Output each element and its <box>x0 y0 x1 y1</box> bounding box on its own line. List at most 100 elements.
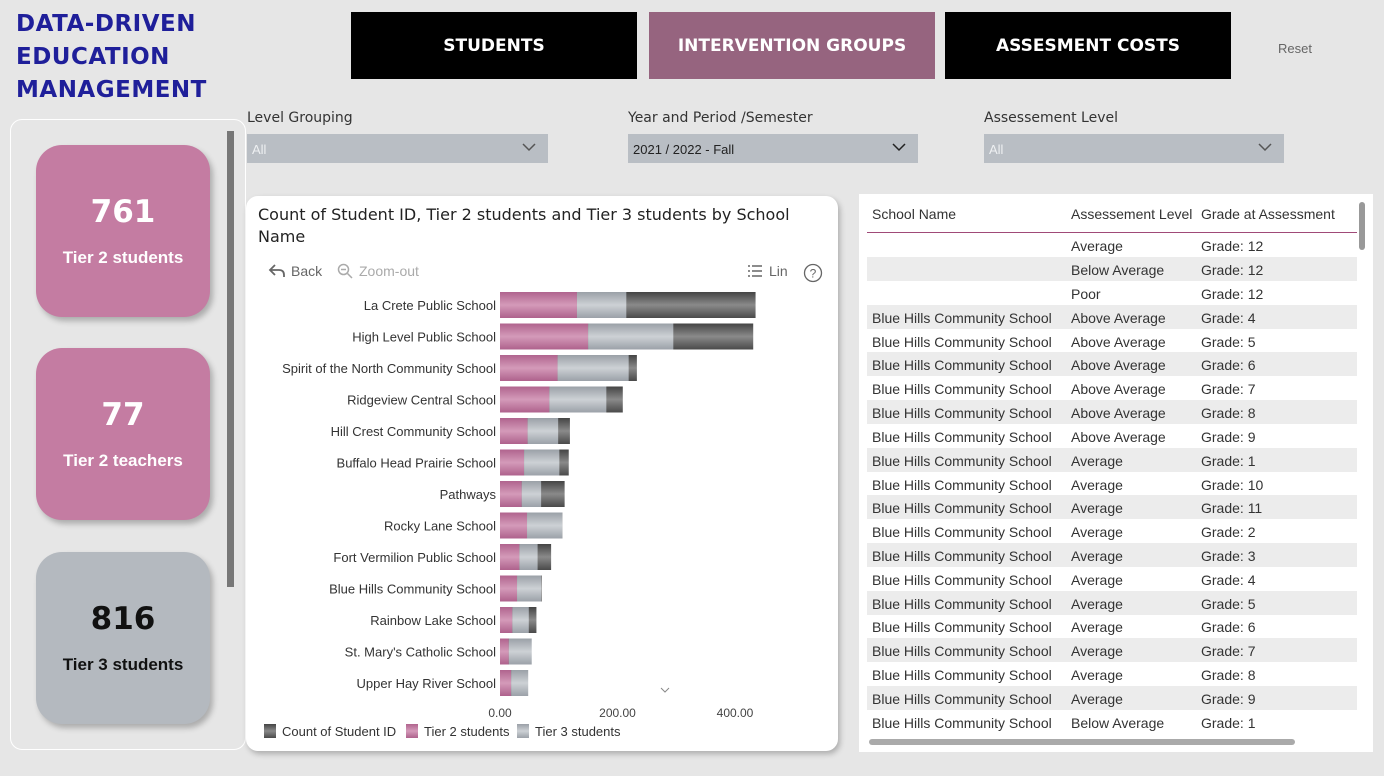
cell-school-name: Blue Hills Community School <box>872 715 1052 731</box>
cell-school-name: Blue Hills Community School <box>872 572 1052 588</box>
bar-tier2-students <box>500 575 518 602</box>
table-vertical-scrollbar[interactable] <box>1359 202 1365 250</box>
filter-label: Assessement Level <box>984 110 1118 126</box>
category-label: Upper Hay River School <box>357 676 497 691</box>
table-row[interactable]: Blue Hills Community School Average Grade:… <box>867 543 1357 567</box>
cell-assessment-level: Average <box>1071 238 1123 254</box>
bar-tier3-students <box>527 512 563 539</box>
column-header-grade[interactable]: Grade at Assessment <box>1201 206 1335 222</box>
table-row[interactable]: Blue Hills Community School Average Grade:… <box>867 614 1357 638</box>
chevron-down-icon <box>1258 143 1272 152</box>
cell-school-name: Blue Hills Community School <box>872 381 1052 397</box>
cell-grade: Grade: 1 <box>1201 453 1256 469</box>
table-row[interactable]: Blue Hills Community School Above Average… <box>867 329 1357 353</box>
bar-tier3-students <box>517 575 542 602</box>
cell-assessment-level: Below Average <box>1071 715 1165 731</box>
cell-school-name: Blue Hills Community School <box>872 548 1052 564</box>
table-row[interactable]: Blue Hills Community School Above Average… <box>867 400 1357 424</box>
table-row[interactable]: Blue Hills Community School Below Average… <box>867 710 1357 734</box>
table-row[interactable]: Blue Hills Community School Average Grade:… <box>867 472 1357 496</box>
table-row[interactable]: Blue Hills Community School Average Grade:… <box>867 662 1357 686</box>
table-row[interactable]: Average Grade: 12 <box>867 233 1357 257</box>
column-header-school-name[interactable]: School Name <box>872 206 957 222</box>
cell-assessment-level: Above Average <box>1071 334 1166 350</box>
year-period-select[interactable]: 2021 / 2022 - Fall <box>628 134 918 163</box>
cell-grade: Grade: 11 <box>1201 500 1263 516</box>
table-row[interactable]: Blue Hills Community School Average Grade:… <box>867 686 1357 710</box>
cell-assessment-level: Above Average <box>1071 310 1166 326</box>
x-tick-label: 400.00 <box>717 706 754 720</box>
category-label: Spirit of the North Community School <box>282 361 496 376</box>
year-period-filter: Year and Period /Semester 2021 / 2022 - … <box>628 110 918 163</box>
cell-assessment-level: Above Average <box>1071 429 1166 445</box>
kpi-panel-scrollbar[interactable] <box>227 131 234 587</box>
cell-assessment-level: Average <box>1071 596 1123 612</box>
cell-school-name: Blue Hills Community School <box>872 619 1052 635</box>
bar-tier2-students <box>500 544 520 570</box>
lin-scale-button[interactable]: Lin <box>747 263 788 279</box>
cell-grade: Grade: 4 <box>1201 310 1256 326</box>
cell-assessment-level: Average <box>1071 643 1123 659</box>
chevron-down-icon <box>892 143 906 152</box>
table-row[interactable]: Blue Hills Community School Above Average… <box>867 352 1357 376</box>
help-button[interactable]: ? <box>803 263 823 283</box>
zoom-out-icon <box>337 263 353 279</box>
kpi-panel <box>10 119 246 750</box>
bar-tier3-students <box>521 481 542 507</box>
cell-school-name: Blue Hills Community School <box>872 477 1052 493</box>
bar-tier2-students <box>500 638 509 665</box>
intervention-groups-nav-button[interactable]: INTERVENTION GROUPS <box>649 12 935 79</box>
app-title-line: EDUCATION <box>16 44 170 70</box>
table-row[interactable]: Blue Hills Community School Above Average… <box>867 376 1357 400</box>
table-row[interactable]: Below Average Grade: 12 <box>867 257 1357 281</box>
cell-grade: Grade: 5 <box>1201 596 1256 612</box>
cell-grade: Grade: 6 <box>1201 357 1256 373</box>
bar-tier2-students <box>500 418 528 444</box>
cell-school-name: Blue Hills Community School <box>872 357 1052 373</box>
filter-value: 2021 / 2022 - Fall <box>633 142 735 157</box>
cell-assessment-level: Above Average <box>1071 381 1166 397</box>
table-row[interactable]: Blue Hills Community School Average Grade:… <box>867 567 1357 591</box>
kpi-card-tier3-students: 816 Tier 3 students <box>36 552 210 724</box>
assessment-level-select[interactable]: All <box>984 134 1284 163</box>
x-tick-label: 0.00 <box>488 706 512 720</box>
cell-school-name: Blue Hills Community School <box>872 453 1052 469</box>
table-horizontal-scrollbar[interactable] <box>869 739 1295 745</box>
bar-tier3-students <box>511 670 529 696</box>
bar-tier2-students <box>500 292 577 318</box>
table-row[interactable]: Blue Hills Community School Average Grade:… <box>867 638 1357 662</box>
bar-tier3-students <box>588 323 674 350</box>
filter-value: All <box>252 142 267 157</box>
category-label: Rocky Lane School <box>384 519 496 534</box>
bar-tier2-students <box>500 386 550 413</box>
cell-assessment-level: Average <box>1071 691 1123 707</box>
cell-school-name: Blue Hills Community School <box>872 691 1052 707</box>
level-grouping-select[interactable]: All <box>247 134 548 163</box>
cell-grade: Grade: 10 <box>1201 477 1264 493</box>
kpi-label: Tier 3 students <box>62 655 184 674</box>
table-row[interactable]: Blue Hills Community School Average Grade:… <box>867 448 1357 472</box>
students-nav-button[interactable]: STUDENTS <box>351 12 637 79</box>
x-tick-label: 200.00 <box>599 706 636 720</box>
back-button[interactable]: Back <box>268 263 322 279</box>
app-title-line: DATA-DRIVEN <box>16 11 196 37</box>
table-row[interactable]: Blue Hills Community School Average Grade:… <box>867 495 1357 519</box>
cell-assessment-level: Average <box>1071 619 1123 635</box>
table-row[interactable]: Poor Grade: 12 <box>867 281 1357 305</box>
table-row[interactable]: Blue Hills Community School Above Average… <box>867 424 1357 448</box>
bar-tier3-students <box>512 607 529 633</box>
zoom-out-button[interactable]: Zoom-out <box>337 263 419 279</box>
legend-swatch <box>406 724 418 738</box>
table-row[interactable]: Blue Hills Community School Above Average… <box>867 305 1357 329</box>
table-row[interactable]: Blue Hills Community School Average Grade:… <box>867 591 1357 615</box>
bar-tier2-students <box>500 481 522 507</box>
assessment-costs-nav-button[interactable]: ASSESMENT COSTS <box>945 12 1231 79</box>
table-row[interactable]: Blue Hills Community School Average Grade:… <box>867 519 1357 543</box>
app-title: DATA-DRIVEN EDUCATION MANAGEMENT <box>16 8 236 107</box>
cell-grade: Grade: 5 <box>1201 334 1256 350</box>
back-arrow-icon <box>268 264 285 277</box>
reset-button[interactable]: Reset <box>1278 41 1312 56</box>
chevron-down-icon <box>660 687 670 693</box>
bar-tier3-students <box>519 544 538 570</box>
column-header-assessment-level[interactable]: Assessement Level <box>1071 206 1193 222</box>
